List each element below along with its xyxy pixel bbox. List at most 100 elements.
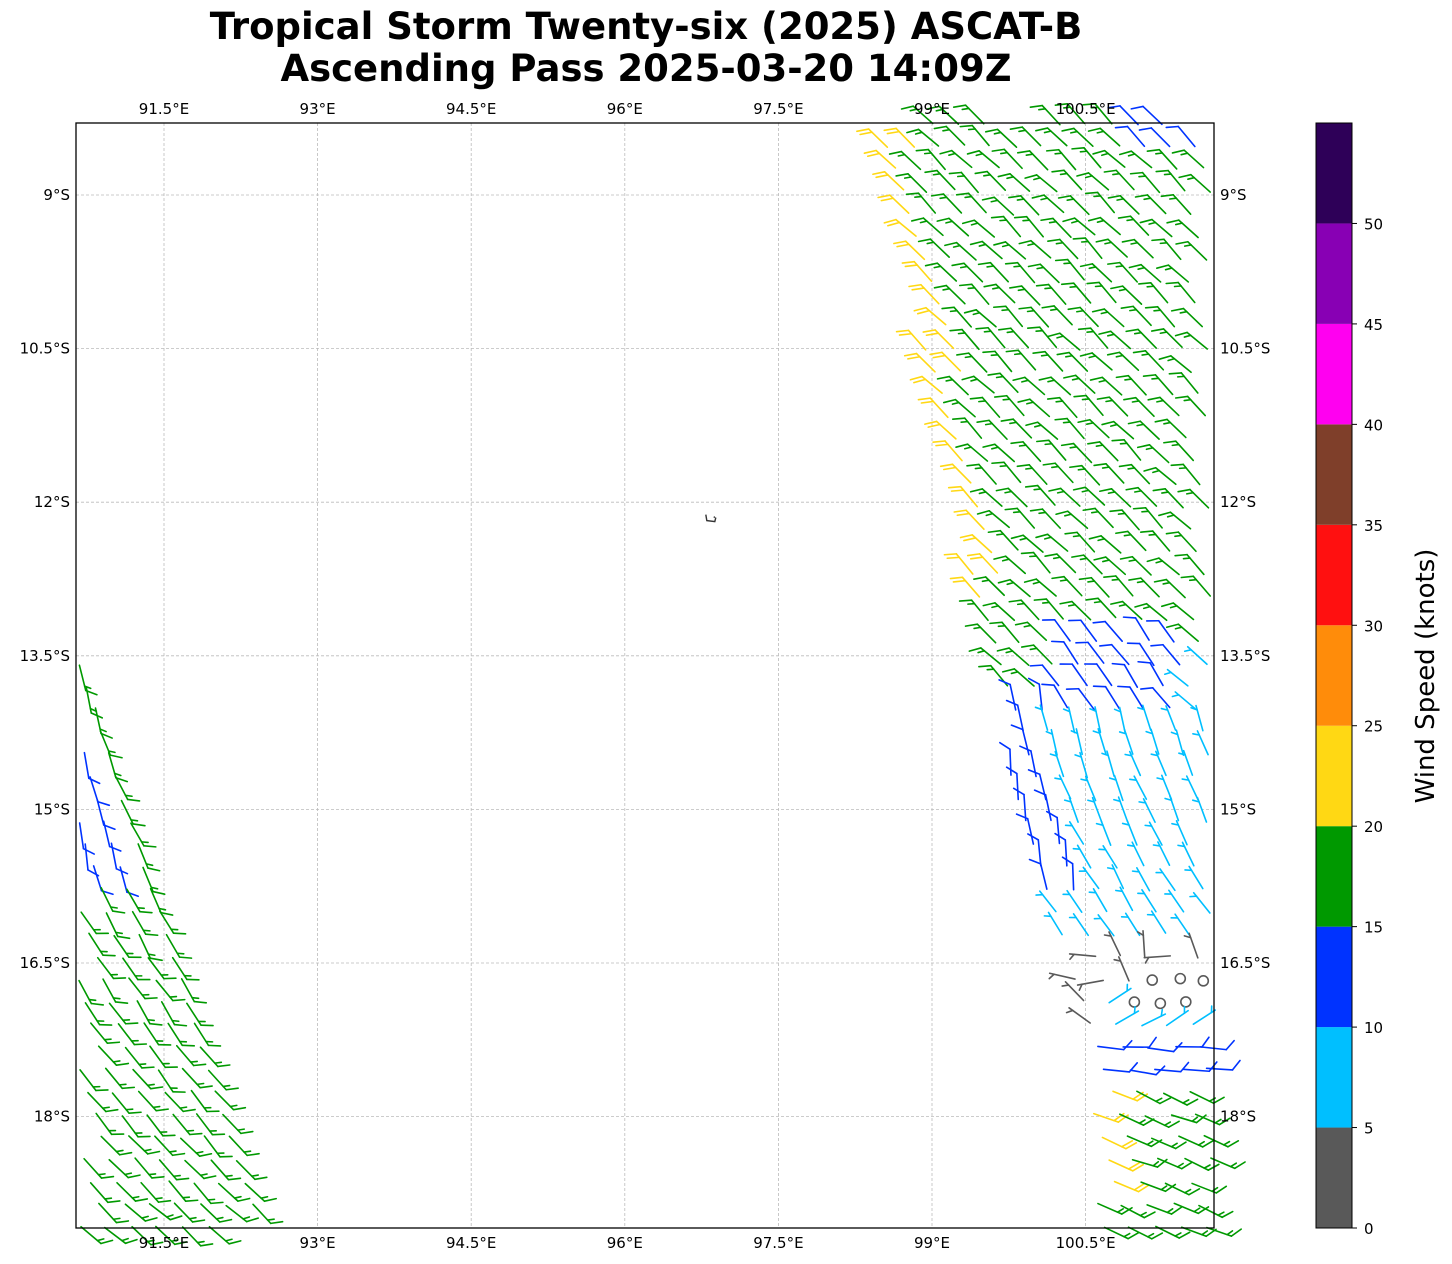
wind-barb (208, 1225, 242, 1245)
barb-full (875, 174, 889, 179)
wind-barb (990, 215, 1022, 238)
barb-full (1082, 103, 1096, 106)
wind-barb (1184, 865, 1204, 890)
barb-half (146, 1083, 155, 1087)
wind-barb (1054, 417, 1085, 440)
barb-half (1164, 267, 1173, 271)
wind-barb (1018, 306, 1050, 328)
wind-barb (1103, 169, 1135, 191)
barb-full (95, 1089, 109, 1092)
barb-staff (78, 822, 85, 850)
barb-full (1151, 238, 1165, 242)
barb-half (196, 1240, 205, 1244)
barb-full (1024, 174, 1038, 179)
barb-half (1035, 329, 1044, 332)
barb-half (1096, 130, 1105, 134)
barb-full (246, 1152, 260, 1157)
wind-barb (1055, 510, 1089, 530)
barb-full (1076, 172, 1090, 177)
wind-barb (1134, 602, 1168, 622)
wind-barb (1028, 858, 1048, 890)
barb-staff (1104, 620, 1123, 643)
wind-barb (936, 375, 969, 396)
wind-barb (200, 1203, 233, 1223)
wind-barb (1194, 1113, 1231, 1126)
barb-half (1056, 335, 1065, 339)
barb-half (1067, 603, 1076, 607)
barb-full (1130, 105, 1144, 110)
wind-barb (1097, 1039, 1133, 1051)
barb-half (1081, 489, 1090, 493)
barb-half (1152, 844, 1161, 847)
wind-barb (983, 283, 1016, 304)
wind-barb (1136, 1090, 1172, 1105)
wind-barb (961, 219, 996, 238)
wind-barb (1048, 487, 1081, 507)
wind-barb (131, 910, 159, 937)
barb-staff (89, 776, 99, 803)
barb-full (1164, 1183, 1177, 1193)
barb-staff (1077, 687, 1095, 711)
barb-staff (92, 865, 103, 892)
barb-full (1079, 352, 1093, 357)
barb-full (877, 194, 891, 199)
wind-barb (1080, 775, 1097, 802)
barb-full (1132, 506, 1147, 510)
barb-full (1165, 531, 1180, 535)
wind-barb (917, 397, 949, 419)
wind-barb (1140, 687, 1171, 709)
barb-half (923, 152, 932, 155)
wind-barb (924, 169, 956, 191)
barb-staff (1064, 839, 1068, 867)
wind-barb (117, 1023, 148, 1046)
wind-barb (1158, 355, 1192, 374)
wind-barb (1046, 396, 1078, 419)
barb-half (1113, 708, 1122, 713)
barb-full (964, 623, 979, 627)
barb-staff (1182, 1068, 1211, 1073)
barb-half (1139, 1211, 1147, 1217)
wind-barb (175, 1044, 207, 1067)
barb-full (951, 417, 966, 420)
wind-barb (997, 173, 1031, 192)
wind-barb (1041, 683, 1069, 709)
barb-full (198, 1152, 213, 1157)
wind-barb (1035, 127, 1068, 147)
tick-label-top: 96°E (607, 100, 643, 118)
wind-barb (199, 1046, 231, 1068)
barb-full (959, 283, 973, 287)
barb-full (1025, 421, 1039, 427)
barb-full (1029, 508, 1044, 512)
wind-barb (952, 104, 985, 125)
wind-barb (88, 932, 116, 957)
barb-full (1018, 306, 1032, 310)
wind-barb (1086, 281, 1117, 304)
wind-barb (996, 647, 1030, 666)
wind-barb (1150, 643, 1181, 666)
barb-full (1028, 858, 1042, 865)
barb-full (1016, 464, 1031, 468)
barb-half (195, 1150, 204, 1154)
barb-half (188, 1216, 197, 1220)
barb-full (1061, 856, 1074, 865)
barb-half (1138, 801, 1147, 804)
barb-full (1017, 398, 1031, 403)
barb-full (1137, 660, 1151, 664)
barb-full (227, 1177, 242, 1181)
wind-barb (1119, 1113, 1155, 1126)
barb-full (100, 732, 113, 739)
barb-full (139, 910, 153, 914)
barb-half (1044, 536, 1052, 540)
barb-half (1107, 491, 1116, 495)
barb-half (215, 1216, 224, 1220)
barb-full (210, 1201, 224, 1205)
barb-full (1103, 169, 1118, 173)
wind-barb (1047, 332, 1081, 351)
wind-barb (1170, 463, 1201, 486)
barb-full (1127, 1162, 1140, 1170)
wind-barb (124, 1203, 158, 1222)
wind-barb (1010, 441, 1042, 463)
wind-barb (167, 1022, 196, 1047)
wind-barb (982, 350, 1013, 373)
barb-full (990, 215, 1005, 219)
